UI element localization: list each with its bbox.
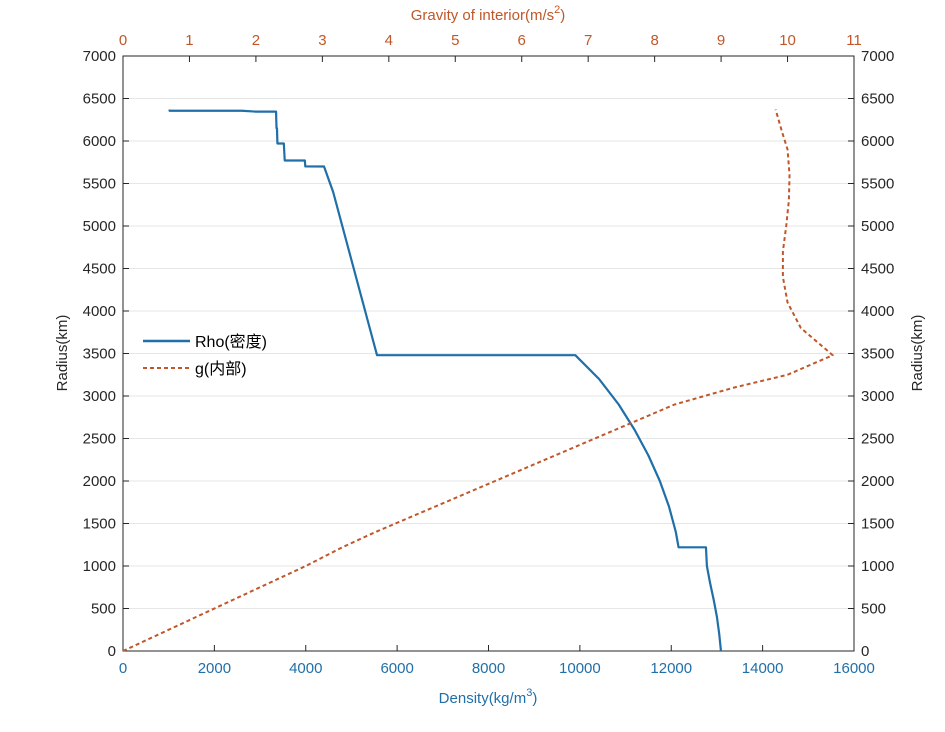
y-left-tick-label: 3500 [83,346,116,363]
x-top-tick-label: 2 [252,32,260,49]
y-left-tick-label: 1000 [83,558,116,575]
y-left-tick-label: 1500 [83,516,116,533]
x-top-tick-label: 7 [584,32,592,49]
x-top-tick-label: 1 [185,32,193,49]
y-left-tick-label: 2500 [83,431,116,448]
legend-label-g: g(内部) [195,360,247,378]
y-right-tick-label: 2000 [861,473,894,490]
y-right-axis-title: Radius(km) [909,315,926,392]
y-right-tick-label: 4000 [861,303,894,320]
x-top-tick-label: 9 [717,32,725,49]
y-left-tick-label: 4500 [83,261,116,278]
y-left-tick-label: 0 [108,643,116,660]
grid [123,98,854,609]
x-top-tick-label: 4 [385,32,393,49]
x-top-tick-label: 5 [451,32,459,49]
y-left-tick-label: 7000 [83,48,116,65]
x-bottom-tick-label: 8000 [472,660,505,677]
x-top-tick-label: 6 [518,32,526,49]
y-right-tick-label: 5000 [861,218,894,235]
y-right-tick-label: 3500 [861,346,894,363]
y-right-tick-label: 2500 [861,431,894,448]
x-bottom-tick-label: 16000 [833,660,875,677]
x-bottom-tick-label: 14000 [742,660,784,677]
x-bottom-tick-label: 10000 [559,660,601,677]
series-group [122,109,834,652]
series-line-rho [168,109,723,652]
y-right-tick-label: 1500 [861,516,894,533]
x-top-tick-label: 10 [779,32,796,49]
y-right-tick-label: 4500 [861,261,894,278]
x-top-tick-label: 8 [650,32,658,49]
y-left-tick-label: 2000 [83,473,116,490]
legend: Rho(密度) g(内部) [143,333,267,378]
y-left-tick-label: 4000 [83,303,116,320]
series-line-g [122,109,834,652]
x-top-tick-label: 3 [318,32,326,49]
y-right-tick-label: 7000 [861,48,894,65]
y-left-tick-label: 3000 [83,388,116,405]
y-left-axis-title: Radius(km) [54,315,71,392]
y-left-tick-label: 500 [91,601,116,618]
y-left-tick-label: 6500 [83,91,116,108]
y-right-tick-label: 6500 [861,91,894,108]
x-bottom-tick-label: 2000 [198,660,231,677]
x-top-tick-label: 0 [119,32,127,49]
x-bottom-tick-label: 4000 [289,660,322,677]
y-right-tick-label: 1000 [861,558,894,575]
x-bottom-tick-label: 12000 [650,660,692,677]
x-bottom-axis-title: Density(kg/m3) [439,687,538,707]
x-top-axis-title: Gravity of interior(m/s2) [411,4,565,24]
y-left-tick-label: 5000 [83,218,116,235]
x-bottom-tick-label: 6000 [380,660,413,677]
x-top-tick-label: 11 [846,32,862,49]
y-left-tick-label: 5500 [83,176,116,193]
y-right-tick-label: 6000 [861,133,894,150]
y-right-tick-label: 3000 [861,388,894,405]
y-left-tick-label: 6000 [83,133,116,150]
legend-label-rho: Rho(密度) [195,333,267,351]
y-right-tick-label: 5500 [861,176,894,193]
y-right-tick-label: 0 [861,643,869,660]
x-bottom-tick-label: 0 [119,660,127,677]
y-right-tick-label: 500 [861,601,886,618]
